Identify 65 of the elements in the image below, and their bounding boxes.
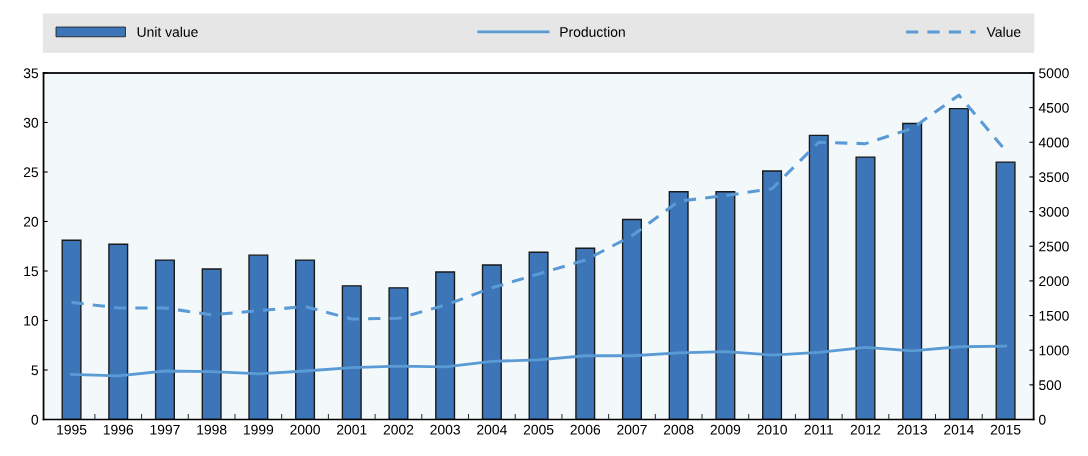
bar <box>61 239 82 420</box>
x-tick-label: 2006 <box>570 424 601 435</box>
x-tick-label: 2015 <box>990 424 1021 435</box>
bar <box>341 285 362 420</box>
bar <box>621 218 642 420</box>
x-tick-label: 2008 <box>663 424 694 435</box>
bar <box>575 247 596 420</box>
y2-tick-label: 2500 <box>1039 241 1069 252</box>
y2-tick-label: 4500 <box>1038 102 1069 113</box>
bar <box>154 259 175 420</box>
y-tick-label: 0 <box>31 414 39 425</box>
legend-label: Value <box>986 26 1021 37</box>
y-tick-label: 25 <box>23 167 39 178</box>
y2-tick-label: 3000 <box>1038 206 1069 217</box>
y2-tick-label: 1500 <box>1039 310 1069 321</box>
bar <box>995 161 1016 420</box>
bar <box>715 191 736 420</box>
bar <box>295 259 316 420</box>
y2-tick-label: 5000 <box>1039 68 1069 79</box>
x-tick-label: 1997 <box>150 424 180 435</box>
bar <box>948 107 969 420</box>
x-tick-label: 2009 <box>710 424 741 435</box>
x-tick-label: 2001 <box>337 424 367 435</box>
x-tick-label: 2011 <box>804 424 834 435</box>
x-tick-label: 2003 <box>430 424 460 435</box>
y-tick-label: 20 <box>23 216 39 227</box>
x-tick-label: 1999 <box>243 424 274 435</box>
y-tick-label: 35 <box>23 68 39 79</box>
x-tick-label: 1998 <box>197 424 227 435</box>
x-tick-label: 1996 <box>103 424 134 435</box>
bar <box>481 264 502 420</box>
y2-tick-label: 3500 <box>1038 172 1069 183</box>
legend-label: Unit value <box>137 26 198 37</box>
y-tick-label: 30 <box>23 117 39 128</box>
legend-label: Production <box>560 26 625 37</box>
y-tick-label: 5 <box>31 365 39 376</box>
bar <box>902 122 923 420</box>
y2-tick-label: 1000 <box>1039 345 1069 356</box>
bar <box>528 251 549 420</box>
bar <box>808 134 829 420</box>
x-tick-label: 2007 <box>617 424 647 435</box>
x-tick-label: 2000 <box>290 424 320 435</box>
x-tick-label: 2004 <box>477 424 507 435</box>
x-tick-label: 1995 <box>57 424 87 435</box>
line-series <box>70 344 1007 378</box>
y2-tick-label: 4000 <box>1038 137 1069 148</box>
y-tick-label: 15 <box>24 266 39 277</box>
bar <box>668 191 689 420</box>
bar <box>435 271 456 420</box>
bar <box>762 170 783 420</box>
bar <box>108 243 129 420</box>
y2-tick-label: 0 <box>1039 414 1046 425</box>
bar <box>855 156 876 420</box>
x-tick-label: 2010 <box>757 424 787 435</box>
bar <box>248 254 269 420</box>
bar <box>201 268 222 420</box>
bar <box>388 287 409 420</box>
y2-tick-label: 500 <box>1039 380 1062 391</box>
y2-tick-label: 2000 <box>1039 276 1069 287</box>
x-tick-label: 2014 <box>944 424 974 435</box>
y-tick-label: 10 <box>24 315 39 326</box>
x-tick-label: 2013 <box>897 424 928 435</box>
x-tick-label: 2012 <box>850 424 881 435</box>
x-tick-label: 2002 <box>383 424 414 435</box>
x-tick-label: 2005 <box>523 424 554 435</box>
